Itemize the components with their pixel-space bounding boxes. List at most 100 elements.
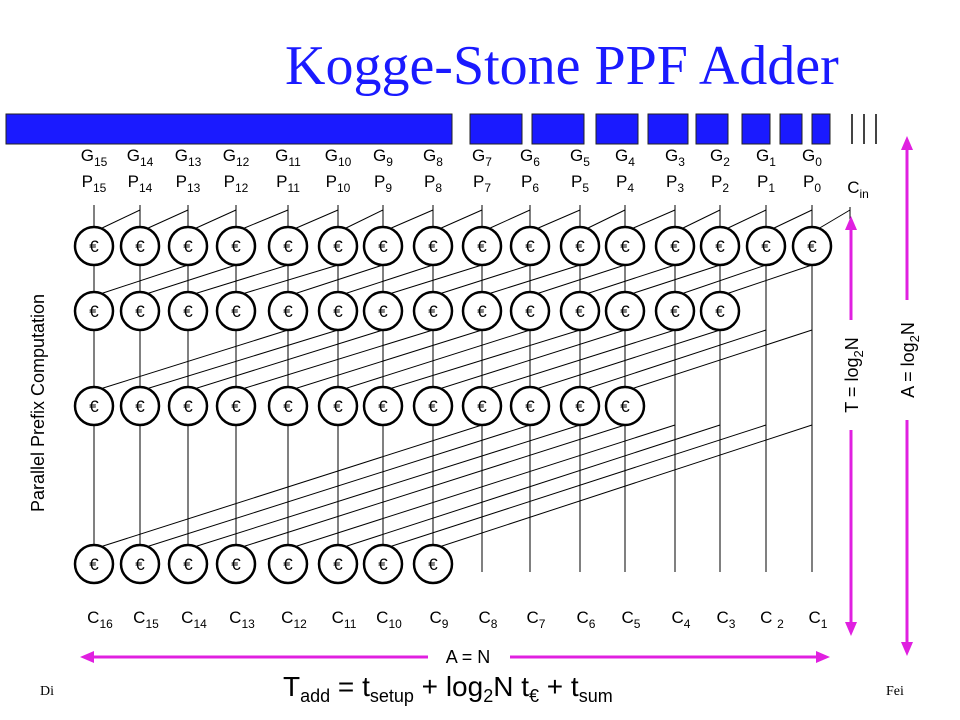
- node-symbol: €: [620, 397, 630, 416]
- diagonal-wire: [99, 424, 483, 548]
- prefix-node: [412, 225, 454, 267]
- node-symbol: €: [715, 302, 725, 321]
- prefix-node: [167, 290, 209, 332]
- prefix-node: [412, 290, 454, 332]
- node-symbol: €: [428, 397, 438, 416]
- cin-label: Cin: [847, 178, 869, 201]
- generate-label: G4: [615, 146, 635, 169]
- node-symbol: €: [620, 237, 630, 256]
- node-symbol: €: [525, 397, 535, 416]
- diagonal-wire: [343, 209, 384, 230]
- diagonal-wire: [293, 264, 384, 295]
- footer-left: Di: [40, 684, 54, 699]
- prefix-node: [559, 225, 601, 267]
- prefix-node: [461, 290, 503, 332]
- node-symbol: €: [231, 397, 241, 416]
- prefix-node: [267, 290, 309, 332]
- node-symbol: €: [135, 237, 145, 256]
- diagonal-wire: [585, 264, 676, 295]
- prefix-node: [362, 543, 404, 585]
- generate-label: G0: [802, 146, 822, 169]
- propagate-label: P5: [571, 172, 589, 195]
- diagonal-wire: [343, 264, 434, 295]
- diagonal-wire: [99, 264, 189, 295]
- diagonal-wire: [241, 329, 434, 390]
- prefix-node: [509, 290, 551, 332]
- propagate-label: P1: [757, 172, 775, 195]
- generate-label: G1: [756, 146, 776, 169]
- prefix-node: [509, 385, 551, 427]
- prefix-node: [412, 543, 454, 585]
- diagonal-wire: [193, 264, 289, 295]
- node-symbol: €: [428, 555, 438, 574]
- diagonal-wire: [145, 329, 339, 390]
- node-symbol: €: [333, 555, 343, 574]
- prefix-node: [604, 225, 646, 267]
- dimension-arrows: T = log2N A = log2N A = N: [80, 136, 922, 667]
- diagonal-wire: [193, 329, 384, 390]
- footer-right: Fei: [886, 684, 904, 699]
- node-symbol: €: [575, 397, 585, 416]
- diagonal-wire: [343, 329, 531, 390]
- node-symbol: €: [283, 555, 293, 574]
- propagate-label: P7: [473, 172, 491, 195]
- prefix-node: [73, 385, 115, 427]
- carry-output-label: C11: [332, 608, 357, 631]
- diagonal-wire: [438, 424, 813, 548]
- propagate-label: P0: [803, 172, 821, 195]
- node-symbol: €: [378, 397, 388, 416]
- diagonal-wire: [771, 209, 813, 230]
- carry-output-label: C16: [87, 608, 113, 631]
- diagonal-wire: [99, 329, 289, 390]
- width-label-bg: [428, 643, 510, 667]
- diagonal-wire: [293, 424, 676, 548]
- diagram-labels: G15 P15 G14 P14 G13 P13 G12 P12 G11 P11 G10 P10 G9 P9…: [28, 146, 869, 631]
- diagonal-wire: [145, 264, 237, 295]
- prefix-node: [509, 225, 551, 267]
- prefix-node: [267, 543, 309, 585]
- carry-output-label: C5: [622, 608, 641, 631]
- generate-label: G10: [325, 146, 352, 169]
- node-symbol: €: [378, 302, 388, 321]
- prefix-node: [362, 290, 404, 332]
- diagonal-wire: [725, 209, 767, 230]
- node-symbol: €: [135, 397, 145, 416]
- node-symbol: €: [283, 302, 293, 321]
- node-symbol: €: [333, 237, 343, 256]
- diagonal-wire: [343, 424, 721, 548]
- prefix-node: [461, 225, 503, 267]
- generate-label: G8: [423, 146, 443, 169]
- propagate-label: P14: [128, 172, 153, 195]
- diagonal-wire: [487, 264, 581, 295]
- node-symbol: €: [283, 397, 293, 416]
- carry-output-label: C8: [479, 608, 498, 631]
- prefix-node: [317, 385, 359, 427]
- prefix-node: [604, 290, 646, 332]
- node-symbol: €: [183, 302, 193, 321]
- carry-output-label: C14: [181, 608, 207, 631]
- bar-segment: [695, 113, 729, 145]
- node-symbol: €: [477, 397, 487, 416]
- prefix-node: [461, 385, 503, 427]
- carry-output-label: C3: [717, 608, 736, 631]
- prefix-node: [654, 225, 696, 267]
- propagate-label: P10: [326, 172, 351, 195]
- generate-label: G3: [665, 146, 685, 169]
- time-label: T = log2N: [842, 337, 866, 412]
- diagonal-wire: [438, 264, 531, 295]
- area-depth-label: A = log2N: [898, 322, 922, 398]
- bar-segment: [5, 113, 453, 145]
- prefix-node: [317, 290, 359, 332]
- prefix-node: [267, 385, 309, 427]
- diagonal-wire: [725, 264, 813, 295]
- diagonal-wire: [293, 329, 483, 390]
- prefix-node: [167, 543, 209, 585]
- propagate-label: P2: [711, 172, 729, 195]
- node-symbol: €: [620, 302, 630, 321]
- diagonal-wire: [145, 424, 531, 548]
- time-arrow-head: [845, 216, 857, 230]
- node-symbol: €: [378, 237, 388, 256]
- propagate-label: P15: [82, 172, 107, 195]
- node-symbol: €: [670, 302, 680, 321]
- prefix-node: [654, 290, 696, 332]
